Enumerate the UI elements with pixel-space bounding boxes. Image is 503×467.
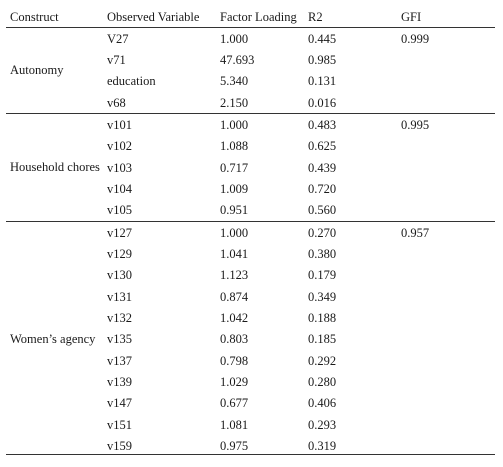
table-row: v104 1.009 0.720: [6, 178, 495, 199]
gfi-cell: 0.957: [397, 220, 495, 457]
header-row: Construct Observed Variable Factor Loadi…: [6, 7, 495, 28]
table-row: v103 0.717 0.439: [6, 157, 495, 178]
factor-loading-cell: 1.009: [220, 181, 249, 196]
table-row: Household chores v101 1.000 0.483 0.995: [6, 113, 495, 222]
factor-loading-cell: 0.874: [220, 289, 249, 304]
observed-variable-cell: v132: [107, 310, 132, 325]
table-row: v139 1.029 0.280: [6, 371, 495, 392]
r2-cell: 0.985: [308, 52, 337, 67]
observed-variable-cell: v130: [107, 268, 132, 283]
footer-caption-fragment: . . . . . . . . . . . . .: [92, 461, 170, 467]
observed-variable-cell: v101: [103, 113, 216, 136]
footer-caption-clip: . . . . . . . . . . . . .: [10, 458, 495, 467]
table-row: v71 47.693 0.985: [6, 49, 495, 70]
observed-variable-cell: v68: [107, 95, 126, 110]
gfi-cell: 0.995: [397, 113, 495, 222]
table-row: Women’s agency v127 1.000 0.270 0.957: [6, 220, 495, 457]
table-row: v147 0.677 0.406: [6, 393, 495, 414]
table-row: v132 1.042 0.188: [6, 307, 495, 328]
table-row: v68 2.150 0.016: [6, 92, 495, 114]
r2-cell: 0.280: [308, 374, 337, 389]
r2-cell: 0.131: [308, 74, 337, 89]
construct-cell: Autonomy: [6, 26, 103, 114]
r2-cell: 0.349: [308, 289, 337, 304]
table-bottom-rule: [6, 454, 495, 455]
observed-variable-cell: v127: [103, 220, 216, 244]
observed-variable-cell: v137: [107, 353, 132, 368]
table-header: Construct Observed Variable Factor Loadi…: [6, 7, 495, 28]
observed-variable-cell: V27: [103, 27, 216, 50]
factor-loading-cell: 1.000: [216, 113, 304, 136]
observed-variable-cell: v105: [107, 203, 132, 218]
table-body: Autonomy V27 1.000 0.445 0.999 v71 47.693 0.985…: [6, 26, 495, 457]
gfi-cell: 0.999: [397, 26, 495, 114]
factor-loading-cell: 0.803: [220, 332, 249, 347]
r2-cell: 0.483: [304, 113, 397, 136]
r2-cell: 0.319: [308, 438, 337, 453]
factor-loading-cell: 1.041: [220, 246, 249, 261]
table-row: education 5.340 0.131: [6, 71, 495, 92]
header-observed-variable: Observed Variable: [103, 7, 216, 28]
observed-variable-cell: v159: [107, 438, 132, 453]
r2-cell: 0.179: [308, 268, 337, 283]
r2-cell: 0.188: [308, 310, 337, 325]
r2-cell: 0.560: [308, 203, 337, 218]
header-r2: R2: [304, 7, 397, 28]
observed-variable-cell: v135: [107, 332, 132, 347]
factor-loading-cell: 5.340: [220, 74, 249, 89]
factor-loading-cell: 1.042: [220, 310, 249, 325]
factor-loading-cell: 0.798: [220, 353, 249, 368]
observed-variable-cell: education: [107, 74, 156, 89]
factor-loading-cell: 1.081: [220, 417, 249, 432]
table-row: Autonomy V27 1.000 0.445 0.999: [6, 26, 495, 114]
r2-cell: 0.445: [304, 27, 397, 50]
observed-variable-cell: v129: [107, 246, 132, 261]
factor-loading-table: Construct Observed Variable Factor Loadi…: [6, 7, 495, 457]
factor-loading-cell: 1.123: [220, 268, 249, 283]
factor-loading-cell: 0.975: [220, 438, 249, 453]
observed-variable-cell: v102: [107, 139, 132, 154]
table-row: v137 0.798 0.292: [6, 350, 495, 371]
header-construct: Construct: [6, 7, 103, 28]
construct-cell: Women’s agency: [6, 220, 103, 457]
observed-variable-cell: v131: [107, 289, 132, 304]
observed-variable-cell: v104: [107, 181, 132, 196]
observed-variable-cell: v139: [107, 374, 132, 389]
table-row: v131 0.874 0.349: [6, 286, 495, 307]
table-row: v129 1.041 0.380: [6, 243, 495, 264]
r2-cell: 0.439: [308, 160, 337, 175]
r2-cell: 0.016: [308, 95, 337, 110]
r2-cell: 0.292: [308, 353, 337, 368]
r2-cell: 0.625: [308, 139, 337, 154]
factor-loading-cell: 0.717: [220, 160, 249, 175]
header-gfi: GFI: [397, 7, 495, 28]
factor-loading-cell: 1.000: [216, 220, 304, 244]
observed-variable-cell: v103: [107, 160, 132, 175]
construct-cell: Household chores: [6, 113, 103, 222]
r2-cell: 0.185: [308, 332, 337, 347]
r2-cell: 0.406: [308, 396, 337, 411]
r2-cell: 0.270: [304, 220, 397, 244]
factor-loading-cell: 1.029: [220, 374, 249, 389]
table-row: v159 0.975 0.319: [6, 435, 495, 456]
factor-loading-cell: 2.150: [220, 95, 249, 110]
factor-loading-cell: 47.693: [220, 52, 255, 67]
header-factor-loading: Factor Loading: [216, 7, 304, 28]
factor-loading-cell: 0.677: [220, 396, 249, 411]
observed-variable-cell: v151: [107, 417, 132, 432]
factor-loading-cell: 1.000: [216, 27, 304, 50]
table-row: v105 0.951 0.560: [6, 200, 495, 222]
r2-cell: 0.293: [308, 417, 337, 432]
observed-variable-cell: v147: [107, 396, 132, 411]
r2-cell: 0.380: [308, 246, 337, 261]
table-row: v151 1.081 0.293: [6, 414, 495, 435]
table-row: v135 0.803 0.185: [6, 329, 495, 350]
observed-variable-cell: v71: [107, 52, 126, 67]
factor-loading-cell: 1.088: [220, 139, 249, 154]
factor-loading-cell: 0.951: [220, 203, 249, 218]
r2-cell: 0.720: [308, 181, 337, 196]
table-row: v102 1.088 0.625: [6, 136, 495, 157]
table-row: v130 1.123 0.179: [6, 265, 495, 286]
